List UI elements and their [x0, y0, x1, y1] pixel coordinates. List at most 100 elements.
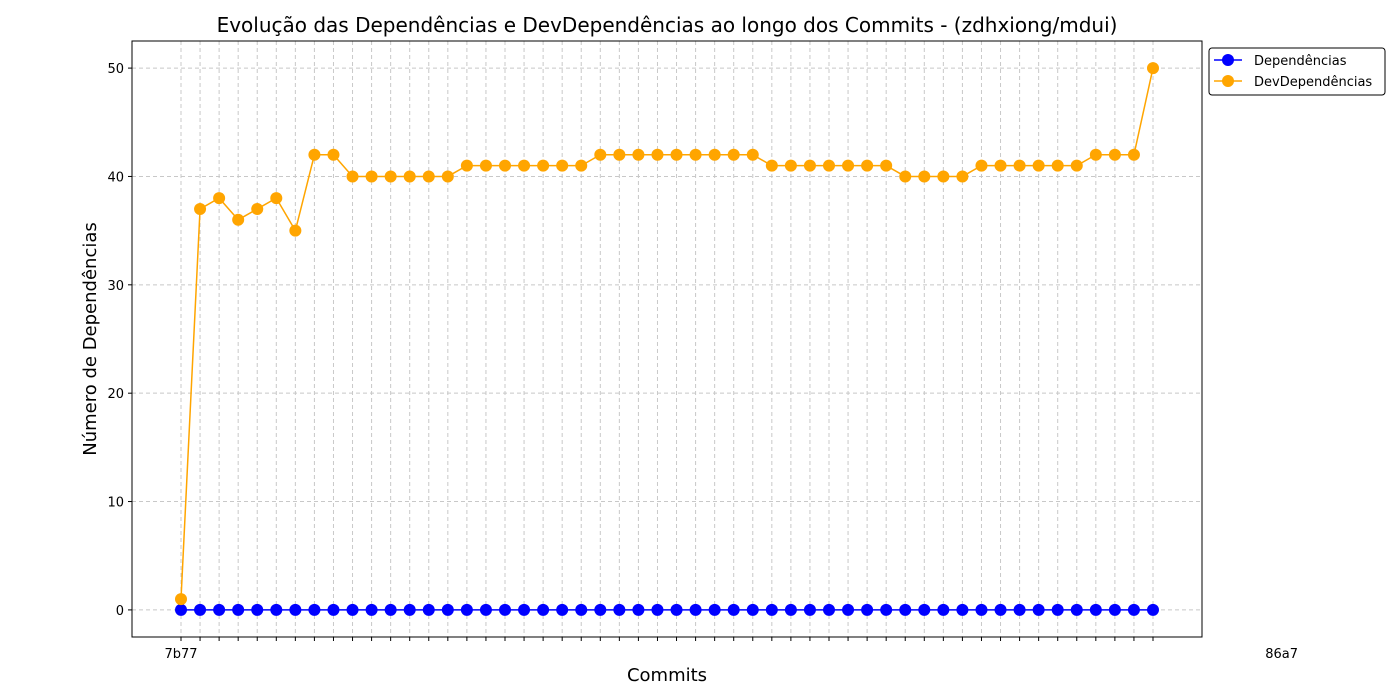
y-tick-label: 40 [107, 170, 124, 185]
data-point-0 [842, 603, 855, 616]
y-tick-label: 50 [107, 62, 124, 77]
data-point-0 [937, 603, 950, 616]
data-point-0 [556, 603, 569, 616]
data-point-1 [327, 148, 340, 161]
data-point-0 [918, 603, 931, 616]
data-point-1 [670, 148, 683, 161]
data-point-0 [499, 603, 511, 616]
data-point-0 [956, 603, 969, 616]
data-point-1 [575, 159, 588, 172]
data-point-0 [994, 603, 1007, 616]
data-point-0 [175, 603, 187, 616]
y-tick-label: 0 [116, 604, 124, 619]
data-point-1 [422, 170, 435, 183]
data-point-0 [632, 603, 645, 616]
data-point-1 [956, 170, 969, 183]
data-point-0 [232, 603, 245, 616]
data-point-1 [403, 170, 416, 183]
data-point-1 [746, 148, 759, 161]
data-point-1 [1108, 148, 1121, 161]
data-point-0 [975, 603, 988, 616]
legend: Dependências DevDependências [1208, 47, 1386, 96]
data-point-0 [479, 603, 492, 616]
data-point-1 [803, 159, 816, 172]
data-point-0 [194, 603, 207, 616]
data-point-0 [1013, 603, 1026, 616]
data-point-1 [556, 159, 569, 172]
legend-box [1208, 47, 1386, 96]
data-point-0 [899, 603, 912, 616]
data-point-0 [1089, 603, 1102, 616]
data-point-0 [441, 603, 454, 616]
data-point-0 [880, 603, 893, 616]
legend-label-devdependencias: DevDependências [1254, 75, 1372, 90]
legend-marker-devdependencias [1222, 75, 1234, 87]
data-point-0 [594, 603, 607, 616]
data-point-0 [1032, 603, 1045, 616]
data-point-1 [1070, 159, 1083, 172]
data-point-1 [537, 159, 550, 172]
data-point-1 [765, 159, 778, 172]
data-point-1 [823, 159, 835, 172]
y-axis: 0 10 20 30 40 50 [107, 62, 132, 619]
legend-marker-dependencias [1222, 54, 1234, 66]
y-tick-label: 10 [107, 496, 124, 511]
data-point-1 [1013, 159, 1026, 172]
data-point-0 [765, 603, 778, 616]
data-point-0 [1051, 603, 1064, 616]
data-point-1 [518, 159, 531, 172]
y-tick-label: 20 [107, 387, 124, 402]
data-point-0 [823, 603, 835, 616]
data-point-1 [632, 148, 645, 161]
data-point-1 [1032, 159, 1045, 172]
data-point-0 [708, 603, 721, 616]
data-point-0 [784, 603, 797, 616]
plot-frame [131, 40, 1203, 638]
data-point-0 [1070, 603, 1083, 616]
data-point-0 [308, 603, 321, 616]
data-point-1 [460, 159, 473, 172]
data-point-0 [460, 603, 473, 616]
data-point-0 [727, 603, 740, 616]
data-point-1 [175, 593, 187, 606]
legend-label-dependencias: Dependências [1254, 54, 1347, 69]
data-point-1 [308, 148, 321, 161]
data-point-1 [727, 148, 740, 161]
data-point-0 [746, 603, 759, 616]
data-point-1 [899, 170, 912, 183]
data-point-0 [613, 603, 626, 616]
x-tick-label-last: 86a7 [1265, 647, 1298, 662]
data-point-1 [918, 170, 931, 183]
series-group [175, 62, 1159, 616]
data-point-1 [1089, 148, 1102, 161]
data-point-1 [346, 170, 359, 183]
data-point-0 [270, 603, 283, 616]
data-point-1 [613, 148, 626, 161]
data-point-1 [708, 148, 721, 161]
data-point-1 [441, 170, 454, 183]
data-point-0 [651, 603, 664, 616]
data-point-0 [575, 603, 588, 616]
data-point-1 [194, 202, 207, 215]
grid [132, 41, 1202, 637]
y-axis-label: Número de Dependências [80, 222, 101, 456]
data-point-1 [384, 170, 397, 183]
data-point-0 [346, 603, 359, 616]
data-point-1 [232, 213, 245, 226]
data-point-1 [365, 170, 378, 183]
data-point-1 [213, 192, 226, 205]
series-line-1 [180, 67, 1154, 600]
data-point-1 [251, 202, 264, 215]
data-point-0 [403, 603, 416, 616]
data-point-1 [289, 224, 302, 237]
chart-title: Evolução das Dependências e DevDependênc… [217, 13, 1118, 37]
x-tick-label-first: 7b77 [164, 647, 197, 662]
data-point-1 [1051, 159, 1064, 172]
data-point-0 [537, 603, 550, 616]
data-point-1 [842, 159, 855, 172]
x-axis: 7b77 86a7 [164, 637, 1298, 662]
data-point-1 [880, 159, 893, 172]
data-point-1 [994, 159, 1007, 172]
x-axis-label: Commits [627, 665, 707, 686]
